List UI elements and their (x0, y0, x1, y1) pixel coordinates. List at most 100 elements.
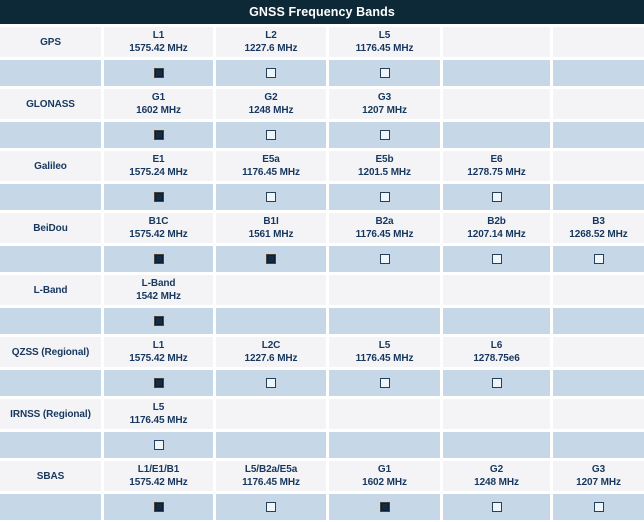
check-cell (104, 60, 213, 86)
checkbox-checked[interactable] (153, 378, 164, 388)
band-cell: L6 1278.75e6 (443, 337, 550, 367)
checkbox-unchecked[interactable] (153, 440, 164, 450)
band-cell-empty (443, 89, 550, 119)
band-cell: B2a 1176.45 MHz (329, 213, 440, 243)
band-label: E5b (375, 154, 394, 165)
checkbox-unchecked[interactable] (491, 502, 502, 512)
band-label: G2 (264, 92, 278, 103)
checkbox-checked[interactable] (153, 316, 164, 326)
system-name: QZSS (Regional) (0, 337, 101, 367)
band-cell-empty (443, 399, 550, 429)
band-label: L1 (152, 340, 165, 351)
band-cell-empty (329, 399, 440, 429)
check-row-spacer (0, 370, 101, 396)
checkbox-checked[interactable] (266, 254, 276, 264)
checkbox-unchecked[interactable] (379, 378, 390, 388)
checkbox-checked[interactable] (153, 192, 164, 202)
checkbox-checked[interactable] (153, 130, 164, 140)
band-label: B1C (148, 216, 169, 227)
band-cell: G1 1602 MHz (104, 89, 213, 119)
checkbox-unchecked[interactable] (266, 378, 276, 388)
check-row-spacer (0, 308, 101, 334)
check-cell (329, 432, 440, 458)
checkbox-unchecked[interactable] (379, 254, 390, 264)
band-cell: E5b 1201.5 MHz (329, 151, 440, 181)
check-row-spacer (0, 432, 101, 458)
check-cell (553, 122, 644, 148)
checkbox-unchecked[interactable] (491, 192, 502, 202)
band-label: L1/E1/B1 (137, 464, 180, 475)
band-frequency: 1207 MHz (576, 477, 621, 488)
band-cell-empty (553, 337, 644, 367)
band-cell: E1 1575.24 MHz (104, 151, 213, 181)
checkbox-unchecked[interactable] (266, 192, 276, 202)
band-frequency: 1207.14 MHz (467, 229, 526, 240)
system-name: SBAS (0, 461, 101, 491)
band-cell: L1/E1/B1 1575.42 MHz (104, 461, 213, 491)
band-label: B1I (263, 216, 279, 227)
band-cell: L5/B2a/E5a 1176.45 MHz (216, 461, 326, 491)
band-label: L5/B2a/E5a (244, 464, 298, 475)
band-frequency: 1176.45 MHz (129, 415, 188, 426)
band-cell-empty (216, 275, 326, 305)
band-frequency: 1278.75 MHz (467, 167, 526, 178)
checkbox-unchecked[interactable] (266, 130, 276, 140)
check-cell (216, 122, 326, 148)
band-cell-empty (553, 399, 644, 429)
system-name: GPS (0, 27, 101, 57)
checkbox-checked[interactable] (379, 502, 390, 512)
check-cell (553, 308, 644, 334)
check-cell (216, 246, 326, 272)
check-cell (443, 60, 550, 86)
band-frequency: 1542 MHz (136, 291, 181, 302)
band-frequency: 1227.6 MHz (244, 43, 298, 54)
checkbox-checked[interactable] (153, 254, 164, 264)
system-name: BeiDou (0, 213, 101, 243)
band-label: L5 (378, 340, 391, 351)
band-cell: L2 1227.6 MHz (216, 27, 326, 57)
band-cell: L5 1176.45 MHz (329, 337, 440, 367)
band-cell-empty (553, 151, 644, 181)
band-frequency: 1575.42 MHz (129, 353, 188, 364)
check-cell (104, 308, 213, 334)
checkbox-unchecked[interactable] (491, 254, 502, 264)
band-label: G1 (377, 464, 392, 475)
band-frequency: 1248 MHz (248, 105, 294, 116)
band-cell-empty (443, 27, 550, 57)
band-label: E1 (152, 154, 165, 165)
band-frequency: 1575.24 MHz (129, 167, 188, 178)
band-label: L-Band (141, 278, 176, 289)
band-frequency: 1602 MHz (136, 105, 181, 116)
checkbox-unchecked[interactable] (379, 192, 390, 202)
band-frequency: 1227.6 MHz (244, 353, 298, 364)
check-cell (443, 308, 550, 334)
check-cell (443, 184, 550, 210)
checkbox-unchecked[interactable] (491, 378, 502, 388)
check-cell (443, 246, 550, 272)
check-cell (216, 60, 326, 86)
checkbox-unchecked[interactable] (379, 68, 390, 78)
checkbox-checked[interactable] (153, 68, 164, 78)
checkbox-unchecked[interactable] (379, 130, 390, 140)
checkbox-unchecked[interactable] (266, 502, 276, 512)
check-cell (553, 184, 644, 210)
band-label: G3 (377, 92, 392, 103)
band-cell-empty (216, 399, 326, 429)
band-frequency: 1278.75e6 (473, 353, 520, 364)
band-frequency: 1207 MHz (362, 105, 407, 116)
checkbox-unchecked[interactable] (266, 68, 276, 78)
band-cell: B1C 1575.42 MHz (104, 213, 213, 243)
band-label: L6 (490, 340, 503, 351)
checkbox-unchecked[interactable] (593, 254, 604, 264)
band-cell-empty (329, 275, 440, 305)
checkbox-checked[interactable] (153, 502, 164, 512)
checkbox-unchecked[interactable] (593, 502, 604, 512)
band-cell-empty (553, 89, 644, 119)
check-cell (553, 246, 644, 272)
check-cell (104, 122, 213, 148)
check-row-spacer (0, 184, 101, 210)
band-cell: L5 1176.45 MHz (329, 27, 440, 57)
check-row-spacer (0, 494, 101, 520)
check-cell (216, 308, 326, 334)
check-cell (104, 370, 213, 396)
